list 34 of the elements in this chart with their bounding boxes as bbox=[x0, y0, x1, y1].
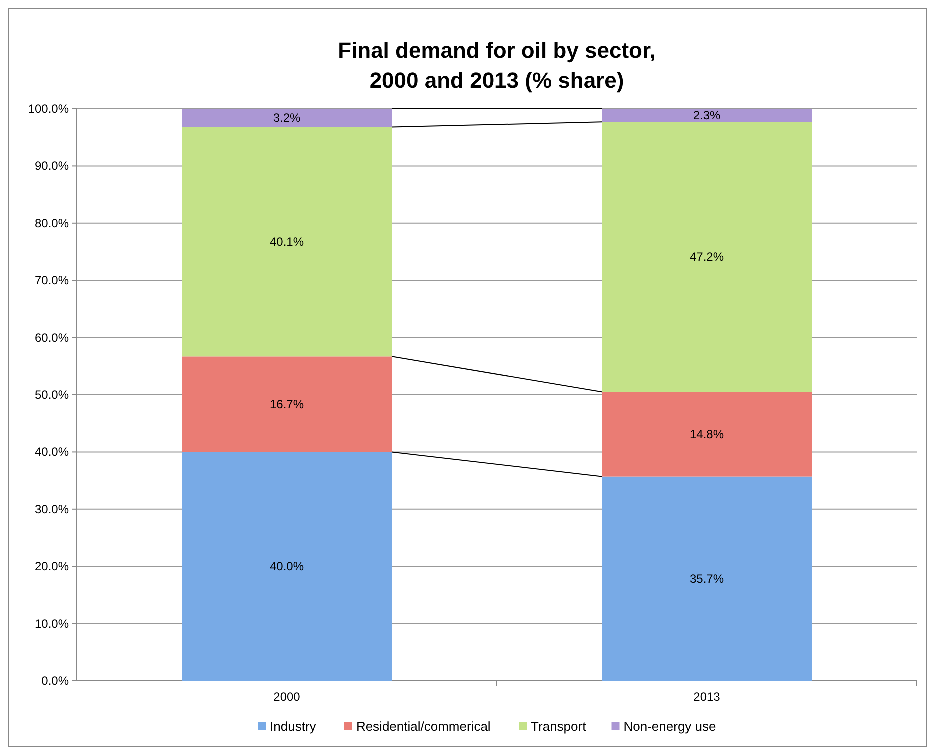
bar bbox=[602, 109, 812, 122]
data-label: 35.7% bbox=[690, 572, 724, 586]
bar bbox=[602, 392, 812, 477]
y-tick-label: 10.0% bbox=[34, 616, 70, 631]
y-tick-label: 0.0% bbox=[42, 674, 70, 688]
y-tick-label: 70.0% bbox=[34, 274, 70, 288]
legend-label: Non-energy use bbox=[624, 719, 716, 734]
data-label: 16.7% bbox=[270, 397, 304, 412]
data-label: 3.2% bbox=[273, 111, 301, 126]
bar bbox=[182, 452, 392, 681]
legend-label: Transport bbox=[531, 719, 587, 734]
data-label: 2.3% bbox=[693, 108, 721, 123]
y-tick-label: 20.0% bbox=[34, 560, 70, 574]
bar bbox=[602, 476, 812, 681]
bar bbox=[182, 356, 392, 452]
y-tick-label: 30.0% bbox=[34, 502, 70, 516]
x-tick-label: 2000 bbox=[274, 690, 301, 704]
bar bbox=[182, 127, 392, 357]
chart-title: Final demand for oil by sector, 2000 and 2013 (% share) bbox=[338, 38, 656, 93]
y-tick-label: 90.0% bbox=[34, 159, 70, 174]
data-label: 40.0% bbox=[270, 560, 304, 574]
bar bbox=[602, 122, 812, 392]
x-tick-label: 2013 bbox=[694, 690, 721, 704]
y-tick-label: 50.0% bbox=[34, 388, 70, 402]
data-label: 40.1% bbox=[270, 234, 304, 249]
y-tick-label: 100.0% bbox=[28, 102, 70, 116]
y-tick-label: 60.0% bbox=[34, 330, 70, 345]
data-label: 14.8% bbox=[690, 427, 724, 442]
bar bbox=[182, 109, 392, 128]
data-label: 47.2% bbox=[690, 250, 724, 264]
y-tick-label: 80.0% bbox=[34, 216, 70, 230]
legend-label: Residential/commerical bbox=[356, 719, 491, 734]
legend-label: Industry bbox=[270, 719, 317, 734]
y-tick-label: 40.0% bbox=[34, 445, 70, 460]
